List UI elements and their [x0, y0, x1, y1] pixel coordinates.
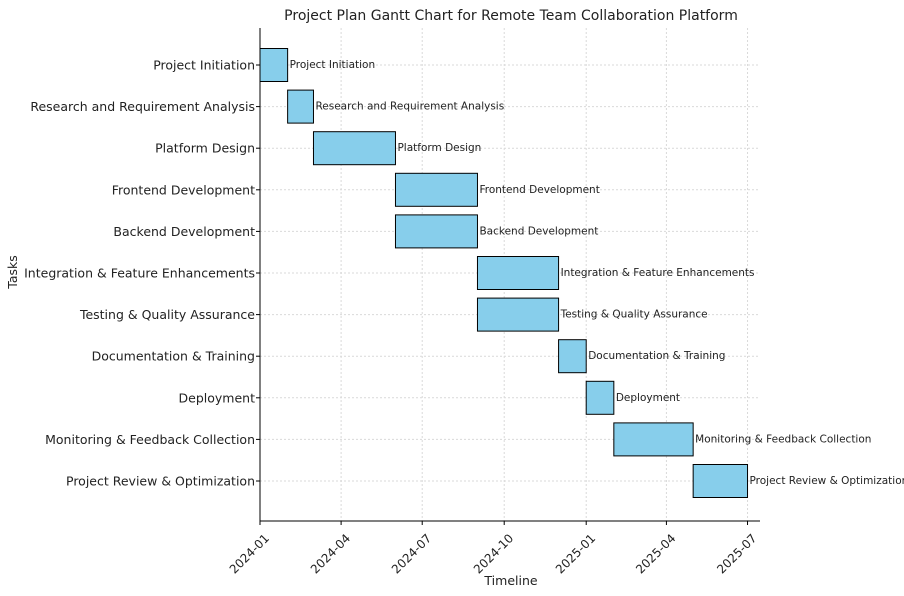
task-bar-label: Research and Requirement Analysis [315, 101, 504, 113]
task-bar [476, 256, 560, 290]
task-bar-label: Deployment [616, 392, 680, 404]
x-tick-label: 2024-10 [471, 531, 516, 576]
y-tick-label: Research and Requirement Analysis [30, 99, 255, 114]
task-bar [585, 380, 615, 415]
y-tick-label: Documentation & Training [92, 349, 255, 364]
bars [259, 48, 749, 498]
axes-frame [259, 28, 760, 522]
task-bar [558, 339, 587, 374]
y-tick-label: Deployment [179, 390, 256, 405]
task-bar [476, 297, 560, 332]
x-tick-label: 2024-07 [389, 531, 434, 576]
y-tick-label: Monitoring & Feedback Collection [45, 432, 255, 447]
y-tick-label: Project Initiation [153, 58, 255, 73]
task-bar-label: Frontend Development [479, 184, 599, 196]
x-axis-label: Timeline [483, 573, 537, 588]
x-tick-label: 2024-04 [308, 531, 353, 576]
task-bar [394, 214, 478, 249]
y-tick-label: Project Review & Optimization [66, 474, 255, 489]
task-bar-label: Platform Design [397, 142, 481, 154]
task-bar-label: Project Review & Optimization [750, 475, 904, 487]
x-tick-label: 2025-01 [553, 531, 598, 576]
bar-labels: Project Initiation Research and Requireme… [290, 59, 904, 487]
x-tick-label: 2025-04 [633, 531, 678, 576]
x-tick-label: 2024-01 [227, 531, 272, 576]
task-bar [287, 89, 314, 124]
task-bar [692, 464, 749, 498]
task-bar [259, 48, 289, 82]
y-tick-label: Testing & Quality Assurance [79, 307, 255, 322]
task-bar-label: Backend Development [479, 225, 598, 237]
y-tick-label: Frontend Development [112, 182, 255, 197]
x-axis-ticks: 2024-01 2024-04 2024-07 2024-10 2025-01 2025-… [227, 521, 760, 577]
y-axis-label: Tasks [5, 255, 20, 290]
x-tick-label: 2025-07 [714, 531, 759, 576]
y-tick-label: Backend Development [113, 224, 255, 239]
task-bar-label: Testing & Quality Assurance [560, 309, 708, 321]
task-bar-label: Documentation & Training [588, 350, 725, 362]
task-bar-label: Monitoring & Feedback Collection [695, 433, 871, 445]
y-axis-ticks: Project Initiation Research and Requireme… [24, 58, 260, 489]
y-tick-label: Integration & Feature Enhancements [24, 266, 255, 281]
chart-title: Project Plan Gantt Chart for Remote Team… [284, 8, 738, 24]
task-bar [394, 172, 478, 207]
task-bar [613, 422, 694, 457]
task-bar-label: Project Initiation [290, 59, 376, 71]
y-tick-label: Platform Design [155, 141, 255, 156]
task-bar [312, 131, 396, 166]
task-bar-label: Integration & Feature Enhancements [561, 267, 755, 279]
